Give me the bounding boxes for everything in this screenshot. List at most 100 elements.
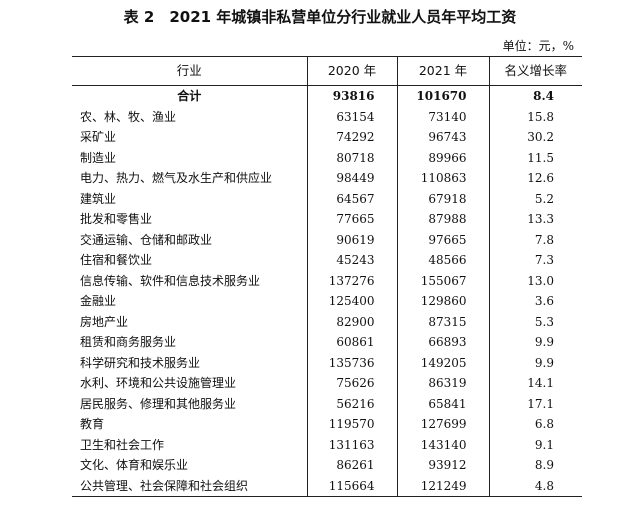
- table-body: 合计 93816 101670 8.4 农、林、牧、渔业 63154 73140 15.8 采矿…: [72, 85, 582, 497]
- total-row: 合计 93816 101670 8.4: [72, 85, 582, 107]
- value-2020-cell: 119570: [306, 414, 397, 435]
- table-title: 表 2 2021 年城镇非私营单位分行业就业人员年平均工资: [123, 8, 517, 26]
- value-2021-cell: 97665: [396, 229, 489, 250]
- industry-cell: 房地产业: [80, 314, 129, 329]
- value-2021-cell: 67918: [396, 188, 489, 209]
- table-row: 水利、环境和公共设施管理业 75626 86319 14.1: [72, 373, 582, 394]
- value-2021-cell: 65841: [396, 393, 489, 414]
- value-2020-cell: 77665: [306, 209, 397, 230]
- value-2020-cell: 60861: [306, 332, 397, 353]
- value-2020-cell: 125400: [306, 291, 397, 312]
- table-row: 建筑业 64567 67918 5.2: [72, 188, 582, 209]
- value-2020-cell: 74292: [306, 127, 397, 148]
- value-2020-cell: 131163: [306, 434, 397, 455]
- value-2021-cell: 127699: [396, 414, 489, 435]
- value-2020-cell: 90619: [306, 229, 397, 250]
- value-2021-cell: 48566: [396, 250, 489, 271]
- growth-rate-cell: 7.3: [488, 250, 582, 271]
- industry-cell: 水利、环境和公共设施管理业: [80, 376, 237, 390]
- value-2020-cell: 75626: [306, 373, 397, 394]
- header-row: 行业 2020 年 2021 年 名义增长率: [72, 56, 582, 86]
- growth-rate-cell: 4.8: [488, 475, 582, 497]
- growth-rate-cell: 9.9: [488, 332, 582, 353]
- value-2021-cell: 155067: [396, 270, 489, 291]
- industry-cell: 合计: [177, 89, 202, 103]
- header-2021: 2021 年: [396, 56, 489, 86]
- industry-cell: 信息传输、软件和信息技术服务业: [80, 273, 261, 288]
- value-2021-cell: 86319: [396, 373, 489, 394]
- header-2020: 2020 年: [306, 56, 397, 86]
- value-2020-cell: 98449: [306, 168, 397, 189]
- table-row: 房地产业 82900 87315 5.3: [72, 311, 582, 332]
- growth-rate-cell: 7.8: [488, 229, 582, 250]
- industry-cell: 采矿业: [80, 130, 117, 144]
- wage-table: 行业 2020 年 2021 年 名义增长率 合计 93816 101670 8.4 农…: [72, 56, 582, 497]
- industry-cell: 卫生和社会工作: [80, 437, 165, 452]
- table-row: 租赁和商务服务业 60861 66893 9.9: [72, 332, 582, 353]
- table-row: 科学研究和技术服务业 135736 149205 9.9: [72, 352, 582, 373]
- table-row: 公共管理、社会保障和社会组织 115664 121249 4.8: [72, 475, 582, 497]
- value-2021-cell: 73140: [396, 106, 489, 127]
- growth-rate-cell: 14.1: [488, 373, 582, 394]
- growth-rate-cell: 6.8: [488, 414, 582, 435]
- growth-rate-cell: 8.4: [488, 85, 582, 107]
- growth-rate-cell: 12.6: [488, 168, 582, 189]
- value-2020-cell: 45243: [306, 250, 397, 271]
- growth-rate-cell: 9.9: [488, 352, 582, 373]
- industry-cell: 建筑业: [80, 191, 117, 206]
- industry-cell: 金融业: [80, 294, 117, 308]
- table-row: 金融业 125400 129860 3.6: [72, 291, 582, 312]
- value-2020-cell: 115664: [306, 475, 397, 497]
- value-2021-cell: 87315: [396, 311, 489, 332]
- value-2021-cell: 96743: [396, 127, 489, 148]
- growth-rate-cell: 5.2: [488, 188, 582, 209]
- table-row: 卫生和社会工作 131163 143140 9.1: [72, 434, 582, 455]
- industry-cell: 交通运输、仓储和邮政业: [80, 232, 213, 247]
- industry-cell: 农、林、牧、渔业: [80, 109, 177, 124]
- growth-rate-cell: 15.8: [488, 106, 582, 127]
- value-2021-cell: 93912: [396, 455, 489, 476]
- industry-cell: 批发和零售业: [80, 212, 153, 226]
- growth-rate-cell: 17.1: [488, 393, 582, 414]
- growth-rate-cell: 5.3: [488, 311, 582, 332]
- table-row: 教育 119570 127699 6.8: [72, 414, 582, 435]
- value-2021-cell: 66893: [396, 332, 489, 353]
- value-2021-cell: 89966: [396, 147, 489, 168]
- table-row: 批发和零售业 77665 87988 13.3: [72, 209, 582, 230]
- growth-rate-cell: 13.0: [488, 270, 582, 291]
- table-row: 住宿和餐饮业 45243 48566 7.3: [72, 250, 582, 271]
- growth-rate-cell: 9.1: [488, 434, 582, 455]
- industry-cell: 制造业: [80, 150, 117, 165]
- growth-rate-cell: 30.2: [488, 127, 582, 148]
- growth-rate-cell: 13.3: [488, 209, 582, 230]
- value-2020-cell: 86261: [306, 455, 397, 476]
- value-2021-cell: 121249: [396, 475, 489, 497]
- header-industry: 行业: [72, 56, 307, 86]
- value-2020-cell: 64567: [306, 188, 397, 209]
- value-2021-cell: 129860: [396, 291, 489, 312]
- value-2021-cell: 87988: [396, 209, 489, 230]
- industry-cell: 科学研究和技术服务业: [80, 355, 201, 370]
- table-row: 居民服务、修理和其他服务业 56216 65841 17.1: [72, 393, 582, 414]
- table-row: 文化、体育和娱乐业 86261 93912 8.9: [72, 455, 582, 476]
- table-row: 电力、热力、燃气及水生产和供应业 98449 110863 12.6: [72, 168, 582, 189]
- industry-cell: 公共管理、社会保障和社会组织: [72, 475, 307, 497]
- growth-rate-cell: 3.6: [488, 291, 582, 312]
- table-row: 信息传输、软件和信息技术服务业 137276 155067 13.0: [72, 270, 582, 291]
- value-2020-cell: 93816: [306, 85, 397, 107]
- value-2020-cell: 56216: [306, 393, 397, 414]
- value-2020-cell: 82900: [306, 311, 397, 332]
- industry-cell: 住宿和餐饮业: [80, 253, 153, 267]
- value-2020-cell: 63154: [306, 106, 397, 127]
- table-row: 采矿业 74292 96743 30.2: [72, 127, 582, 148]
- industry-cell: 教育: [80, 417, 105, 431]
- industry-cell: 居民服务、修理和其他服务业: [80, 396, 237, 411]
- industry-cell: 电力、热力、燃气及水生产和供应业: [80, 171, 273, 185]
- value-2020-cell: 135736: [306, 352, 397, 373]
- table-row: 制造业 80718 89966 11.5: [72, 147, 582, 168]
- value-2020-cell: 137276: [306, 270, 397, 291]
- growth-rate-cell: 8.9: [488, 455, 582, 476]
- industry-cell: 租赁和商务服务业: [80, 335, 177, 349]
- value-2021-cell: 149205: [396, 352, 489, 373]
- value-2020-cell: 80718: [306, 147, 397, 168]
